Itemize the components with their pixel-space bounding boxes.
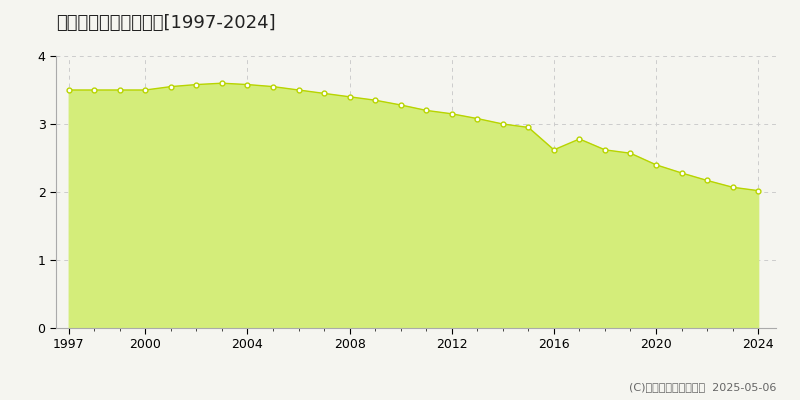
Text: (C)土地価格ドットコム  2025-05-06: (C)土地価格ドットコム 2025-05-06	[629, 382, 776, 392]
Text: 幌延町　基準地価推移[1997-2024]: 幌延町 基準地価推移[1997-2024]	[56, 14, 276, 32]
